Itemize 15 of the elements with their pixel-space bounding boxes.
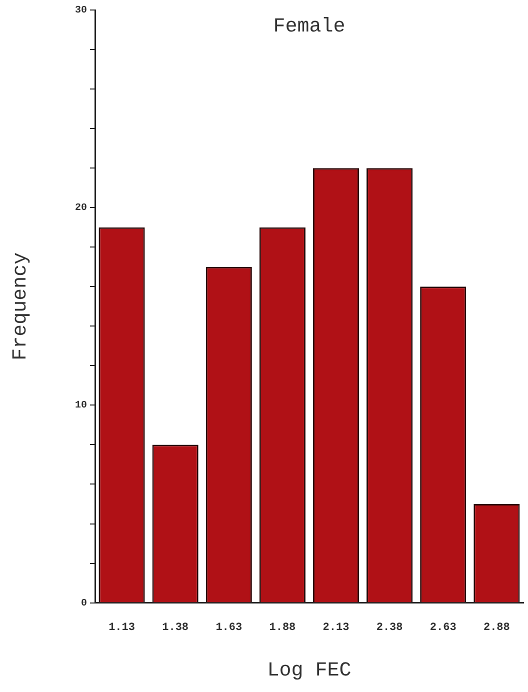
y-tick-label: 0 xyxy=(80,598,87,610)
x-tick-label: 1.13 xyxy=(108,622,136,634)
y-tick-label: 10 xyxy=(74,400,87,412)
x-tick-label: 1.38 xyxy=(162,622,189,634)
y-axis-title: Frequency xyxy=(9,252,32,360)
x-tick-label: 2.38 xyxy=(376,622,404,634)
chart-title: Female xyxy=(273,15,346,38)
x-tick-label: 1.88 xyxy=(269,622,296,634)
y-tick-label: 30 xyxy=(74,6,87,17)
x-tick-label: 2.63 xyxy=(430,622,457,634)
y-tick-label: 20 xyxy=(74,203,87,214)
x-tick-label: 2.88 xyxy=(483,622,510,634)
x-axis-title: Log FEC xyxy=(267,659,352,682)
x-tick-label: 2.13 xyxy=(322,622,350,634)
x-tick-label: 1.63 xyxy=(216,622,242,634)
